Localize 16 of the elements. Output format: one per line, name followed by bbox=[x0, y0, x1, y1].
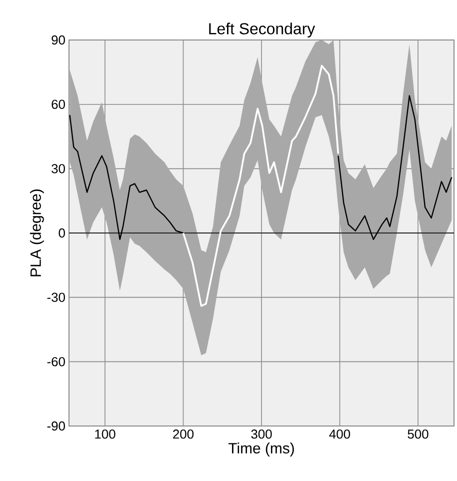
y-tick-label: -30 bbox=[47, 292, 65, 302]
chart-title: Left Secondary bbox=[209, 22, 316, 38]
x-tick-label: 400 bbox=[329, 430, 350, 439]
y-tick-label: 90 bbox=[52, 35, 65, 45]
y-tick-label: 60 bbox=[52, 100, 65, 109]
y-tick-label: 30 bbox=[52, 164, 65, 174]
y-tick-label: 0 bbox=[58, 228, 65, 238]
x-tick-label: 100 bbox=[95, 430, 116, 439]
x-axis-title: Time (ms) bbox=[228, 442, 294, 456]
y-tick-label: -60 bbox=[47, 357, 65, 366]
x-tick-label: 300 bbox=[251, 430, 272, 439]
x-tick-label: 500 bbox=[408, 430, 428, 439]
line-series bbox=[182, 64, 340, 307]
x-tick-label: 200 bbox=[173, 430, 194, 439]
y-axis-title: PLA (degree) bbox=[30, 190, 44, 276]
y-tick-label: -90 bbox=[47, 421, 65, 431]
